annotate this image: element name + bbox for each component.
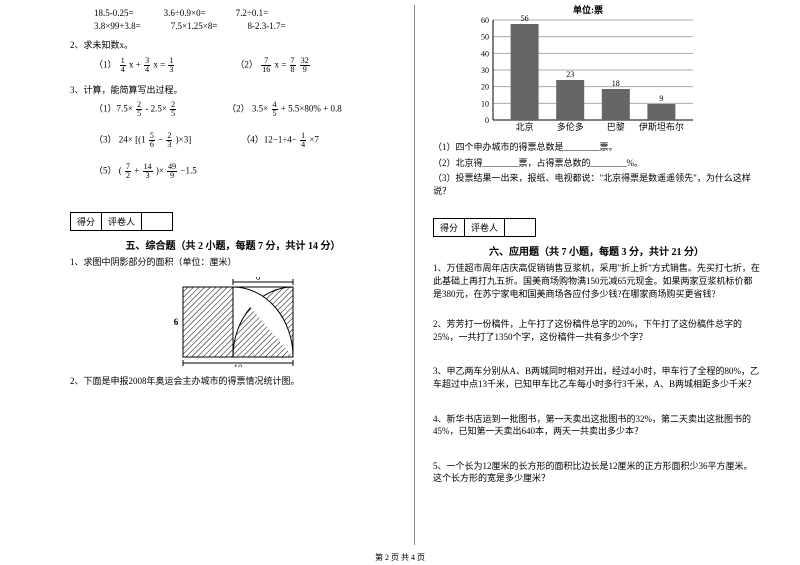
svg-text:巴黎: 巴黎: [607, 121, 625, 132]
reviewer-label: 评卷人: [102, 213, 142, 230]
score-box: 得分 评卷人: [433, 218, 536, 237]
frac-icon: 499: [167, 163, 177, 180]
page: 18.5-0.25= 3.6÷0.9×0= 7.2÷0.1= 3.8×99+3.…: [0, 0, 800, 545]
bar-chart: 单位:票 60 50 40 30 20 10 0 56 北京 23 多伦多 18 巴黎 9 伊斯坦布尔: [463, 5, 703, 135]
frac-icon: 45: [272, 101, 278, 118]
svg-text:50: 50: [481, 33, 489, 42]
svg-text:18: 18: [612, 79, 620, 88]
frac-icon: 25: [136, 101, 142, 118]
q2-row: （1） 14 x + 34 x = 13 （2） 716 x = 78 329: [70, 57, 396, 74]
q3-3: （3） 24× [(1 56 − 23 )×3]: [94, 132, 191, 149]
q3-2: （2） 3.5× 45 + 5.5×80% + 0.8: [227, 101, 342, 118]
q3-title: 3、计算，能简算写出过程。: [70, 84, 396, 98]
q3-row2: （3） 24× [(1 56 − 23 )×3] （4）12−1÷4− 14 ×…: [70, 132, 396, 149]
svg-text:伊斯坦布尔: 伊斯坦布尔: [639, 121, 684, 132]
calc-2: 3.6÷0.9×0=: [164, 8, 206, 18]
calc-6: 8-2.3-1.7=: [247, 21, 285, 31]
left-column: 18.5-0.25= 3.6÷0.9×0= 7.2÷0.1= 3.8×99+3.…: [60, 5, 415, 545]
svg-text:0: 0: [485, 116, 489, 125]
geometry-svg-icon: 6 10 6: [158, 277, 308, 367]
frac-icon: 14: [300, 132, 306, 149]
frac-icon: 716: [261, 57, 271, 74]
app-q1: 1、万佳超市周年店庆高促销销售豆浆机，采用"折上折"方式销售。先买打七折，在此基…: [433, 262, 760, 300]
frac-icon: 34: [144, 57, 150, 74]
s5-q1: 1、求图中阴影部分的面积（单位：厘米）: [70, 256, 396, 269]
section6-title: 六、应用题（共 7 小题，每题 3 分，共计 21 分）: [433, 243, 760, 258]
svg-text:多伦多: 多伦多: [557, 121, 584, 132]
frac-icon: 23: [166, 132, 172, 149]
s5-q2: 2、下面是申报2008年奥运会主办城市的得票情况统计图。: [70, 375, 396, 388]
svg-text:40: 40: [481, 49, 489, 58]
svg-text:单位:票: 单位:票: [573, 5, 603, 15]
score-blank: [142, 213, 172, 230]
frac-icon: 78: [290, 57, 296, 74]
q3-5: （5） ( 72 + 143 )× 499 −1.5: [70, 163, 396, 180]
calc-row-1: 18.5-0.25= 3.6÷0.9×0= 7.2÷0.1=: [94, 8, 396, 18]
svg-text:6: 6: [256, 277, 261, 282]
svg-text:北京: 北京: [516, 121, 534, 132]
score-label: 得分: [434, 219, 465, 236]
q2-title: 2、求未知数x。: [70, 39, 396, 53]
svg-text:23: 23: [566, 70, 574, 79]
geometry-figure: 6 10 6: [158, 277, 308, 367]
chart-q2: （2）北京得________票，占得票总数的________%。: [433, 157, 760, 170]
calc-1: 18.5-0.25=: [94, 8, 134, 18]
svg-text:10: 10: [234, 363, 244, 367]
section5-title: 五、综合题（共 2 小题，每题 7 分，共计 14 分）: [70, 237, 396, 252]
reviewer-label: 评卷人: [465, 219, 505, 236]
q3-4: （4）12−1÷4− 14 ×7: [241, 132, 319, 149]
frac-icon: 143: [143, 163, 153, 180]
app-q4: 4、新华书店运到一批图书，第一天卖出这批图书的32%，第二天卖出这批图书的45%…: [433, 413, 760, 438]
frac-icon: 14: [120, 57, 126, 74]
calc-row-2: 3.8×99+3.8= 7.5×1.25×8= 8-2.3-1.7=: [94, 21, 396, 31]
svg-text:9: 9: [659, 94, 663, 103]
q3-1: （1）7.5× 25 - 2.5× 25: [94, 101, 177, 118]
svg-text:10: 10: [481, 99, 489, 108]
q2-1: （1） 14 x + 34 x = 13: [94, 57, 175, 74]
calc-3: 7.2÷0.1=: [236, 8, 269, 18]
svg-text:6: 6: [174, 317, 179, 327]
calc-4: 3.8×99+3.8=: [94, 21, 141, 31]
q3-row1: （1）7.5× 25 - 2.5× 25 （2） 3.5× 45 + 5.5×8…: [70, 101, 396, 118]
app-q5: 5、一个长为12厘米的长方形的面积比边长是12厘米的正方形面积少36平方厘米。这…: [433, 460, 760, 485]
frac-icon: 72: [125, 163, 131, 180]
svg-text:30: 30: [481, 66, 489, 75]
frac-icon: 25: [170, 101, 176, 118]
page-footer: 第 2 页 共 4 页: [0, 552, 800, 563]
chart-q1: （1）四个申办城市的得票总数是________票。: [433, 141, 760, 154]
frac-icon: 56: [149, 132, 155, 149]
score-blank: [505, 219, 535, 236]
score-box: 得分 评卷人: [70, 212, 173, 231]
app-q3: 3、甲乙两车分别从A、B两城同时相对开出，经过4小时，甲车行了全程的80%，乙车…: [433, 365, 760, 390]
score-label: 得分: [71, 213, 102, 230]
q2-2: （2） 716 x = 78 329: [235, 57, 310, 74]
svg-text:20: 20: [481, 83, 489, 92]
frac-icon: 13: [168, 57, 174, 74]
bar-chart-svg-icon: 单位:票 60 50 40 30 20 10 0 56 北京 23 多伦多 18 巴黎 9 伊斯坦布尔: [463, 5, 703, 135]
calc-5: 7.5×1.25×8=: [171, 21, 218, 31]
chart-q3: （3）投票结果一出来，报纸、电视都说："北京得票是数遥遥领先"，为什么这样说？: [433, 172, 760, 197]
svg-text:56: 56: [521, 14, 529, 23]
app-q2: 2、芳芳打一份稿件，上午打了这份稿件总字的20%，下午打了这份稿件总字的25%，…: [433, 318, 760, 343]
svg-text:60: 60: [481, 16, 489, 25]
right-column: 单位:票 60 50 40 30 20 10 0 56 北京 23 多伦多 18 巴黎 9 伊斯坦布尔 （1…: [415, 5, 770, 545]
frac-icon: 329: [300, 57, 310, 74]
